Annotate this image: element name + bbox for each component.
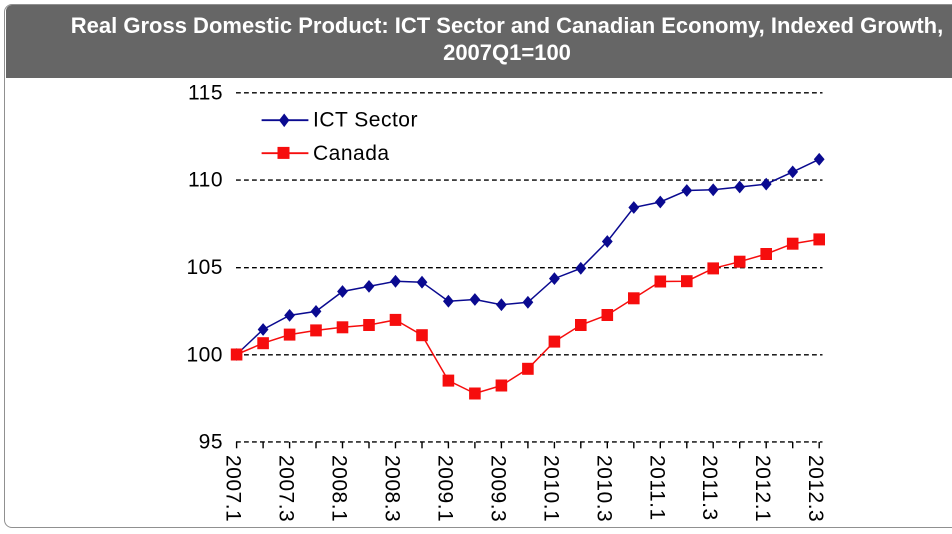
svg-text:100: 100 xyxy=(186,343,223,366)
svg-text:Canada: Canada xyxy=(313,142,390,165)
svg-text:115: 115 xyxy=(188,81,223,104)
svg-text:2008.3: 2008.3 xyxy=(381,455,404,522)
svg-text:2012.1: 2012.1 xyxy=(751,455,774,522)
svg-text:105: 105 xyxy=(186,256,223,279)
svg-text:2012.3: 2012.3 xyxy=(804,455,827,522)
svg-text:2010.1: 2010.1 xyxy=(539,455,562,522)
svg-text:2009.3: 2009.3 xyxy=(486,455,509,522)
svg-text:2011.3: 2011.3 xyxy=(698,455,721,521)
svg-text:ICT Sector: ICT Sector xyxy=(313,109,418,132)
svg-text:110: 110 xyxy=(188,169,223,192)
svg-text:2007.1: 2007.1 xyxy=(222,455,245,522)
svg-text:95: 95 xyxy=(199,430,223,453)
svg-text:2009.1: 2009.1 xyxy=(433,455,456,522)
svg-text:2010.3: 2010.3 xyxy=(592,455,615,522)
svg-text:2008.1: 2008.1 xyxy=(328,455,351,522)
svg-text:2011.1: 2011.1 xyxy=(645,455,668,521)
svg-text:2007.3: 2007.3 xyxy=(275,455,298,522)
